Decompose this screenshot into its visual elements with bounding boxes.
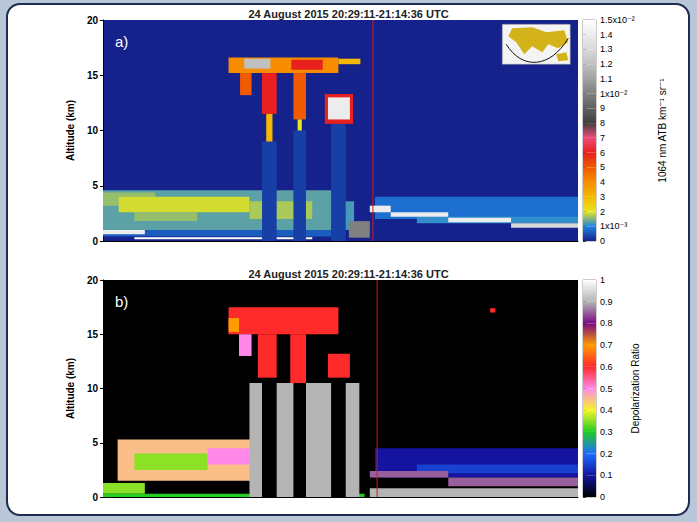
svg-text:1.3: 1.3	[600, 44, 613, 54]
svg-text:0.1: 0.1	[600, 470, 613, 480]
svg-text:Depolarization Ratio: Depolarization Ratio	[630, 343, 641, 433]
svg-text:0.5: 0.5	[600, 384, 613, 394]
svg-text:7: 7	[600, 133, 605, 143]
svg-text:1: 1	[600, 275, 605, 285]
svg-text:1.1: 1.1	[600, 74, 613, 84]
svg-text:0.8: 0.8	[600, 318, 613, 328]
svg-text:0: 0	[600, 492, 605, 502]
svg-text:0.7: 0.7	[600, 340, 613, 350]
svg-text:2: 2	[600, 207, 605, 217]
svg-text:1x10⁻²: 1x10⁻²	[600, 89, 627, 99]
svg-text:10: 10	[87, 125, 99, 136]
svg-text:4: 4	[600, 177, 605, 187]
svg-text:0: 0	[92, 492, 98, 503]
svg-text:0.2: 0.2	[600, 449, 613, 459]
svg-text:0.6: 0.6	[600, 362, 613, 372]
svg-text:0: 0	[600, 236, 605, 246]
svg-text:5: 5	[92, 180, 98, 191]
svg-text:15: 15	[87, 329, 99, 340]
svg-text:0: 0	[92, 236, 98, 247]
svg-text:8: 8	[600, 118, 605, 128]
svg-text:5: 5	[92, 437, 98, 448]
svg-text:0.9: 0.9	[600, 297, 613, 307]
svg-text:0.4: 0.4	[600, 405, 613, 415]
svg-text:1x10⁻³: 1x10⁻³	[600, 221, 627, 231]
svg-text:20: 20	[87, 275, 99, 286]
svg-text:5: 5	[600, 162, 605, 172]
svg-text:1.2: 1.2	[600, 59, 613, 69]
svg-text:9: 9	[600, 103, 605, 113]
svg-text:6: 6	[600, 148, 605, 158]
svg-text:1.5x10⁻²: 1.5x10⁻²	[600, 15, 635, 25]
svg-text:15: 15	[87, 70, 99, 81]
svg-text:3: 3	[600, 192, 605, 202]
svg-text:24 August 2015 20:29:11-21:14:: 24 August 2015 20:29:11-21:14:36 UTC	[248, 8, 448, 20]
svg-text:Altitude (km): Altitude (km)	[65, 358, 76, 419]
svg-text:10: 10	[87, 383, 99, 394]
svg-text:0.3: 0.3	[600, 427, 613, 437]
svg-text:1.4: 1.4	[600, 30, 613, 40]
svg-text:b): b)	[115, 293, 128, 310]
svg-text:Altitude (km): Altitude (km)	[65, 100, 76, 161]
svg-text:1064 nm ATB km⁻¹ sr⁻¹: 1064 nm ATB km⁻¹ sr⁻¹	[657, 78, 668, 183]
svg-text:a): a)	[115, 33, 128, 50]
svg-text:24 August 2015 20:29:11-21:14:: 24 August 2015 20:29:11-21:14:36 UTC	[248, 268, 448, 280]
svg-text:20: 20	[87, 15, 99, 26]
